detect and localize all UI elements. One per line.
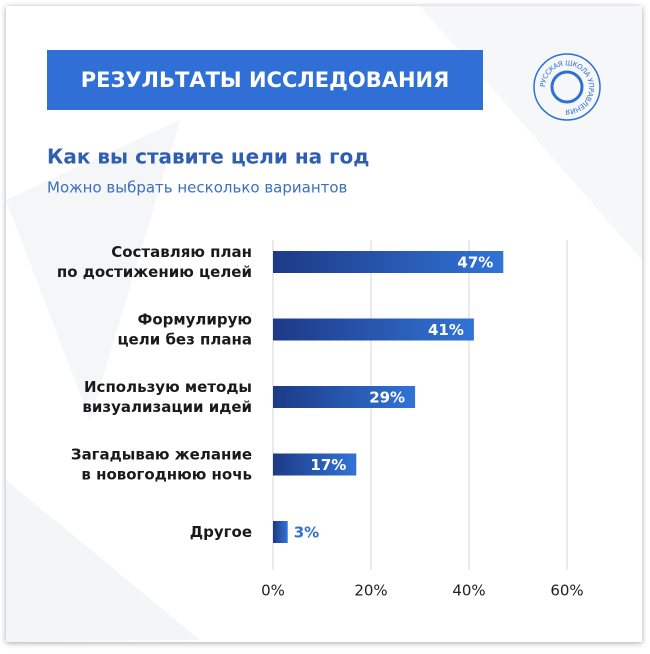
value-label: 29%: [369, 389, 405, 407]
value-label: 3%: [294, 524, 319, 542]
category-line: Использую методы: [84, 378, 252, 396]
category-label: Другое: [190, 523, 252, 541]
bar: [273, 318, 474, 341]
bg-shape: [6, 120, 180, 420]
category-line: по достижению целей: [57, 263, 252, 281]
category-label: Составляю план по достижению целей: [57, 243, 252, 281]
logo-icon: [550, 70, 584, 104]
category-line: Другое: [190, 523, 252, 541]
category-line: Загадываю желание: [71, 445, 252, 463]
value-label: 41%: [428, 321, 464, 339]
bar: [273, 453, 357, 476]
category-line: Составляю план: [111, 243, 252, 261]
chart-subtitle: Можно выбрать несколько вариантов: [47, 179, 347, 197]
bar: [273, 386, 416, 408]
category-label: Использую методы визуализации идей: [82, 378, 252, 416]
bar: [273, 521, 288, 543]
x-tick-label: 60%: [550, 582, 583, 600]
x-tick-label: 40%: [452, 582, 485, 600]
value-label: 17%: [310, 456, 346, 474]
header-title: РЕЗУЛЬТАТЫ ИССЛЕДОВАНИЯ: [81, 68, 450, 92]
category-line: визуализации идей: [82, 398, 252, 416]
chart-title: Как вы ставите цели на год: [47, 145, 369, 169]
bg-shape: [6, 480, 200, 642]
category-line: цели без плана: [117, 330, 252, 348]
x-tick-label: 20%: [354, 582, 387, 600]
value-label: 47%: [457, 254, 493, 272]
category-label: Загадываю желание в новогоднюю ночь: [71, 445, 252, 483]
category-line: в новогоднюю ночь: [81, 465, 252, 483]
category-line: Формулирую: [137, 310, 252, 328]
category-label: Формулирую цели без плана: [117, 310, 252, 348]
x-tick-label: 0%: [261, 582, 285, 600]
header-box: [47, 50, 483, 110]
logo: [533, 53, 601, 121]
bar: [273, 251, 504, 273]
